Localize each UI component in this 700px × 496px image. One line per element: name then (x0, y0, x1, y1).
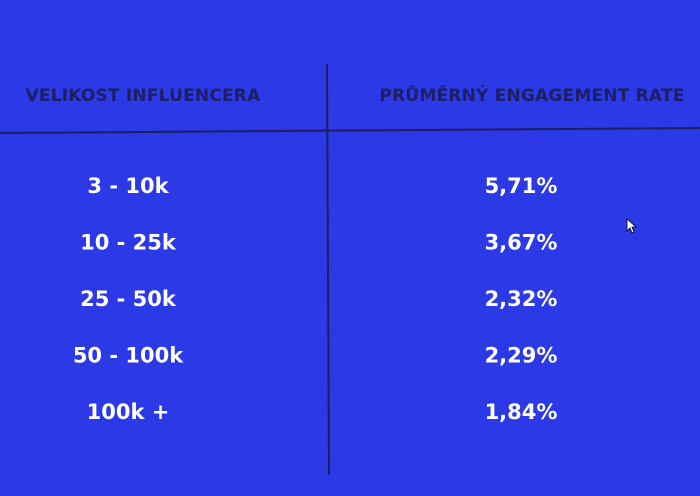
header-cell: PRŮMĚRNÝ ENGAGEMENT RATE (379, 83, 684, 106)
table-cell: 5,71% (485, 174, 558, 198)
table-cell: 50 - 100k (73, 344, 184, 368)
table-cell: 3,67% (485, 231, 558, 255)
table-cell: 100k + (87, 400, 170, 424)
table-cell: 25 - 50k (80, 287, 177, 311)
mouse-cursor (626, 218, 638, 234)
table-cell: 2,32% (485, 287, 558, 311)
column-divider (326, 63, 330, 476)
table-cell: 1,84% (485, 400, 558, 424)
table-cell: 10 - 25k (80, 231, 177, 255)
table-cell: 2,29% (485, 344, 558, 368)
header-cell: VELIKOST INFLUENCERA (26, 86, 262, 106)
header-divider (0, 127, 700, 134)
table-cell: 3 - 10k (87, 174, 169, 198)
